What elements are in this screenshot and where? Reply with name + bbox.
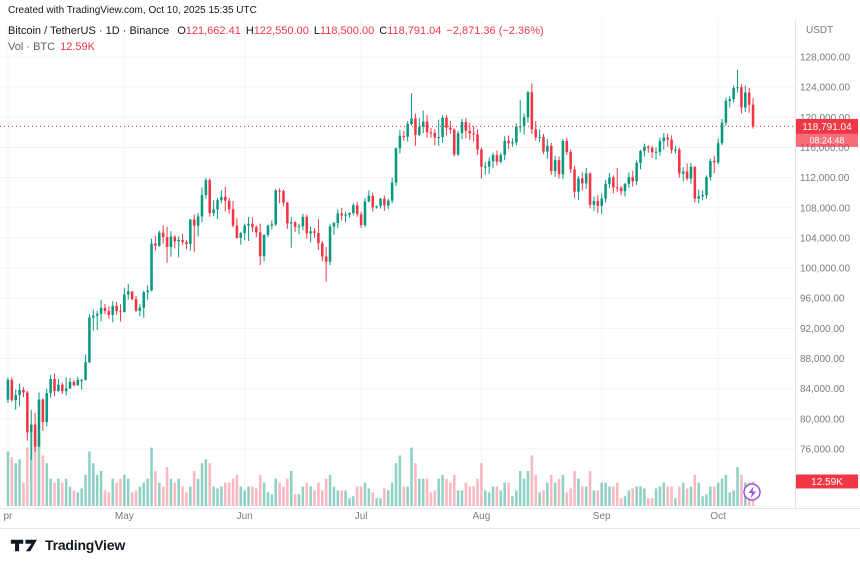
change-value: −2,871.36 (−2.36%) (446, 25, 544, 37)
close-value: C118,791.04 (379, 25, 442, 37)
svg-text:112,000.00: 112,000.00 (800, 173, 850, 184)
chart-legend: Bitcoin / TetherUS · 1D · Binance O121,6… (8, 23, 544, 55)
footer-bar: TradingView (0, 528, 860, 561)
svg-text:92,000.00: 92,000.00 (800, 324, 845, 335)
time-axis[interactable]: pr May Jun Jul Aug Sep Oct (3, 511, 726, 522)
high-value: H122,550.00 (245, 25, 309, 37)
svg-text:May: May (115, 511, 134, 522)
svg-text:120,000.00: 120,000.00 (800, 113, 850, 124)
svg-text:88,000.00: 88,000.00 (800, 354, 845, 365)
axis-frame (0, 20, 860, 509)
volume-badge: 12.59K (796, 474, 858, 489)
created-with-line: Created with TradingView.com, Oct 10, 20… (8, 5, 257, 16)
svg-text:12.59K: 12.59K (811, 477, 843, 488)
svg-text:Jul: Jul (355, 511, 368, 522)
svg-text:96,000.00: 96,000.00 (800, 294, 845, 305)
svg-text:08:24:48: 08:24:48 (809, 135, 844, 145)
svg-text:108,000.00: 108,000.00 (800, 203, 850, 214)
svg-text:124,000.00: 124,000.00 (800, 83, 850, 94)
grid-lines (0, 20, 795, 508)
svg-text:Oct: Oct (710, 511, 726, 522)
svg-text:128,000.00: 128,000.00 (800, 53, 850, 64)
last-price-badge (796, 118, 858, 134)
svg-text:USDT: USDT (806, 25, 833, 36)
svg-text:118,791.04: 118,791.04 (802, 122, 852, 133)
svg-text:116,000.00: 116,000.00 (800, 143, 850, 154)
svg-text:100,000.00: 100,000.00 (800, 264, 850, 275)
tradingview-logo-link[interactable]: TradingView (10, 537, 125, 554)
svg-text:76,000.00: 76,000.00 (800, 445, 845, 456)
svg-text:104,000.00: 104,000.00 (800, 233, 850, 244)
volume-row: Vol · BTC 12.59K (8, 39, 544, 55)
lightning-icon[interactable] (743, 483, 761, 501)
svg-text:Aug: Aug (473, 511, 491, 522)
price-axis[interactable]: USDT 128,000.00 124,000.00 120,000.00 116,00… (800, 25, 850, 456)
svg-text:Jun: Jun (237, 511, 253, 522)
last-price-marker: 118,791.04 08:24:48 (0, 118, 858, 147)
svg-text:84,000.00: 84,000.00 (800, 384, 845, 395)
candlesticks (6, 69, 755, 461)
countdown-badge (796, 133, 858, 147)
volume-label: Vol · BTC (8, 41, 56, 53)
volume-value: 12.59K (60, 41, 95, 53)
open-value: O121,662.41 (177, 25, 241, 37)
volume-histogram (6, 432, 755, 506)
low-value: L118,500.00 (313, 25, 375, 37)
brand-text: TradingView (45, 537, 126, 553)
svg-text:80,000.00: 80,000.00 (800, 414, 845, 425)
tradingview-logo-icon (10, 539, 37, 551)
svg-text:pr: pr (3, 511, 13, 522)
svg-text:Sep: Sep (593, 511, 611, 522)
symbol-title: Bitcoin / TetherUS · 1D · Binance (8, 25, 170, 37)
symbol-ohlc-row: Bitcoin / TetherUS · 1D · Binance O121,6… (8, 23, 544, 39)
